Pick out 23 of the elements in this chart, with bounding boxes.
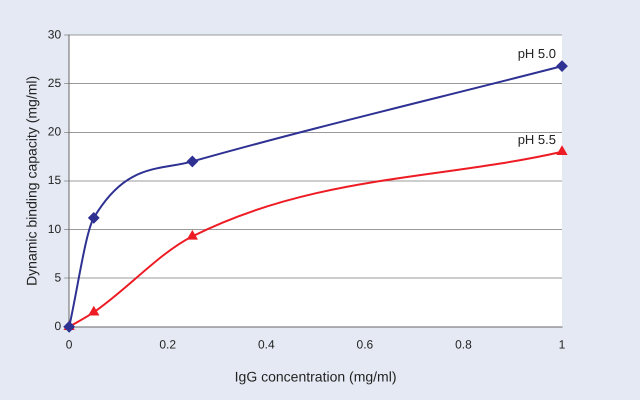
y-tick-label: 10 [48, 222, 62, 236]
x-axis-title: IgG concentration (mg/ml) [234, 368, 396, 384]
y-axis-title: Dynamic binding capacity (mg/ml) [23, 76, 40, 286]
y-tick-label: 5 [54, 270, 62, 284]
x-tick-label: 0.4 [258, 337, 275, 352]
x-tick-label: 0.6 [356, 337, 374, 352]
point [88, 212, 100, 224]
y-tick-label: 15 [48, 173, 62, 188]
point [88, 306, 99, 316]
point [186, 156, 198, 167]
series-label: pH 5.0 [518, 46, 556, 62]
x-tick-label: 0 [66, 337, 73, 352]
x-tick-label: 1 [558, 337, 566, 352]
point [557, 146, 567, 155]
y-tick-label: 20 [48, 124, 62, 139]
x-tick-label: 0.2 [159, 337, 176, 352]
y-tick-label: 25 [48, 76, 62, 90]
x-tick-label: 0.8 [455, 337, 472, 352]
series-label: pH 5.5 [518, 132, 556, 147]
point [556, 60, 568, 72]
y-tick-label: 30 [48, 27, 62, 42]
y-tick-label: 0 [54, 319, 62, 334]
point [187, 230, 198, 240]
